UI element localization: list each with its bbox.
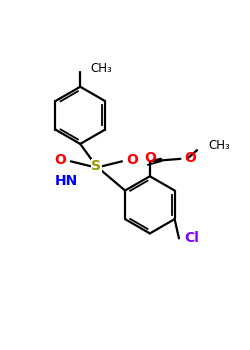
Text: CH₃: CH₃ [208, 139, 230, 152]
Text: Cl: Cl [185, 231, 200, 245]
Text: O: O [55, 153, 66, 167]
Text: O: O [184, 150, 196, 164]
Text: S: S [92, 159, 102, 173]
Text: O: O [126, 153, 138, 167]
Text: O: O [145, 150, 156, 164]
Text: CH₃: CH₃ [90, 62, 112, 75]
Text: HN: HN [55, 174, 78, 188]
